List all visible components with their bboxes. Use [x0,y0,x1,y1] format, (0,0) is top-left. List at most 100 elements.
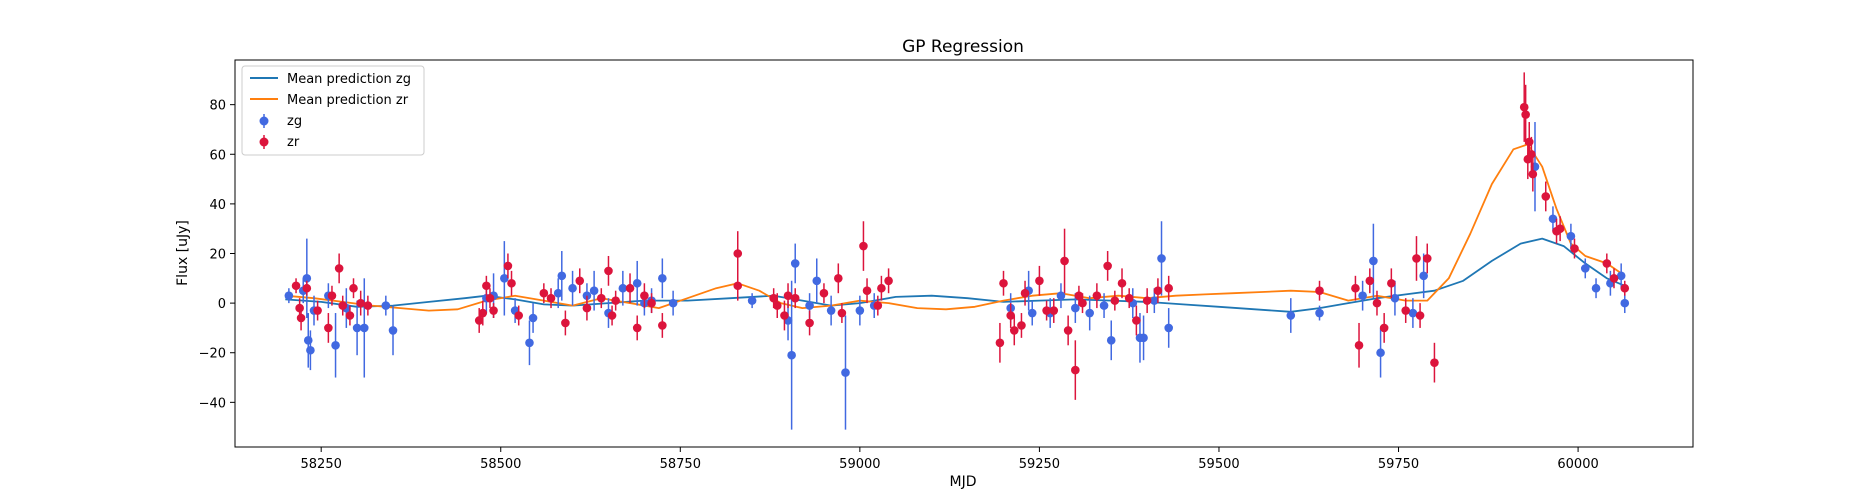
x-tick-label: 58750 [660,457,701,472]
zg-point [1157,254,1166,263]
x-tick-label: 59750 [1378,457,1419,472]
zr-point [604,267,613,276]
zr-point [1423,254,1432,263]
zr-point [1093,291,1102,300]
zg-point [304,336,313,345]
zr-point [1529,170,1538,179]
zr-point [313,306,322,315]
zr-point [489,306,498,315]
zr-point [1570,244,1579,253]
y-axis-label: Flux [uJy] [175,220,191,286]
zr-point [547,294,556,303]
zr-point [303,284,312,293]
zr-point [733,281,742,290]
zr-point [1430,358,1439,367]
zr-point [1610,274,1619,283]
zr-point [1111,296,1120,305]
zr-point [633,324,642,333]
zg-point [568,284,577,293]
x-tick-label: 59000 [839,457,880,472]
zr-point [1521,110,1530,119]
legend-swatch-zr-marker [260,138,269,147]
zr-point [1603,259,1612,268]
zg-point [529,314,538,323]
zr-point [597,294,606,303]
zg-point [1085,309,1094,318]
zr-point [791,294,800,303]
zr-point [478,309,487,318]
zg-point [590,286,599,295]
zr-point [1125,294,1134,303]
zg-point [1286,311,1295,320]
zr-point [859,242,868,251]
zr-point [324,324,333,333]
zg-point [1369,257,1378,266]
zr-point [1401,306,1410,315]
x-tick-label: 59250 [1019,457,1060,472]
zr-point [733,249,742,258]
zr-point [1315,286,1324,295]
zr-point [297,314,306,323]
zr-point [295,304,304,313]
zg-point [1139,334,1148,343]
zr-point [1556,224,1565,233]
chart-title: GP Regression [902,37,1024,57]
y-tick-label: 40 [209,198,226,213]
zr-point [1071,366,1080,375]
legend-label-mean-zg: Mean prediction zg [287,72,411,87]
zr-point [507,279,516,288]
zg-point [841,368,850,377]
zr-point [504,262,513,271]
zr-point [838,309,847,318]
zr-point [486,294,495,303]
zr-point [626,284,635,293]
zg-point [1315,309,1324,318]
zr-point [1412,254,1421,263]
zr-point [575,276,584,285]
zr-point [658,321,667,330]
zr-point [1365,276,1374,285]
zg-point [812,276,821,285]
zr-point [1103,262,1112,271]
zg-point [658,274,667,283]
zg-point [306,346,315,355]
zg-point [360,324,369,333]
zr-point [611,296,620,305]
zr-point [820,289,829,298]
zr-point [999,279,1008,288]
zg-point [557,272,566,281]
zr-point [1416,311,1425,320]
zr-point [514,311,523,320]
zg-point [1164,324,1173,333]
legend-label-zr: zr [287,135,300,150]
zr-point [364,301,373,310]
zr-point [1355,341,1364,350]
zr-point [647,299,656,308]
zr-point [1064,326,1073,335]
zr-point [1118,279,1127,288]
zg-point [1028,309,1037,318]
zg-point [827,306,836,315]
x-tick-label: 58500 [480,457,521,472]
legend-swatch-zg-marker [260,117,269,126]
zr-point [608,311,617,320]
zr-point [292,281,301,290]
zr-point [1049,306,1058,315]
zr-point [1620,284,1629,293]
zg-point [331,341,340,350]
y-tick-label: 80 [209,99,226,114]
zg-point [389,326,398,335]
zr-point [884,276,893,285]
zr-point [1060,257,1069,266]
zr-point [338,301,347,310]
zr-point [773,301,782,310]
y-tick-label: −40 [199,396,226,411]
zg-point [856,306,865,315]
zr-point [805,319,814,328]
zg-point [1376,348,1385,357]
zr-point [349,284,358,293]
zr-point [540,289,549,298]
zg-point [382,301,391,310]
zg-point [1581,264,1590,273]
x-tick-label: 59500 [1198,457,1239,472]
